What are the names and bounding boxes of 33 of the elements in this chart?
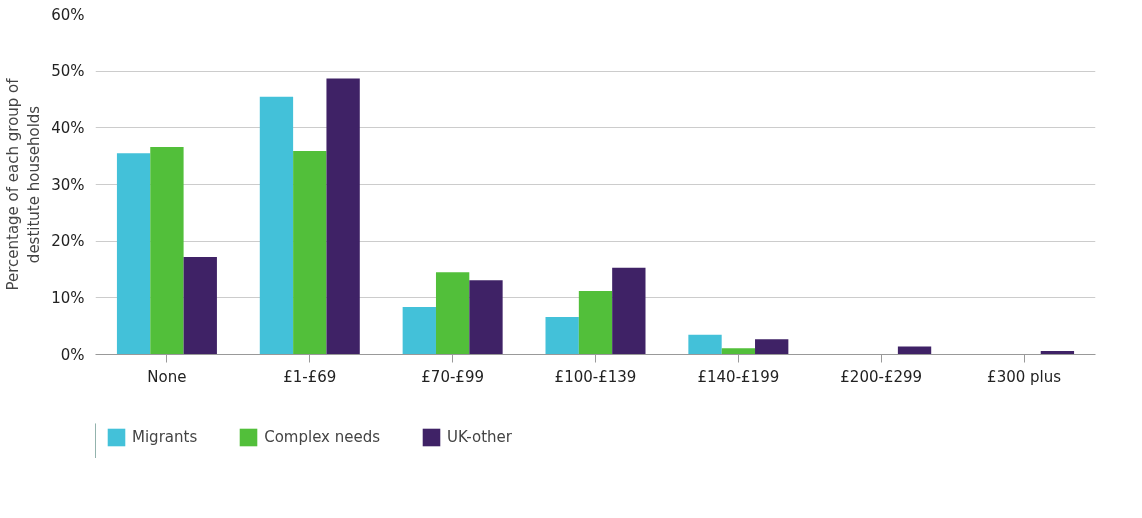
bar [755, 339, 789, 355]
bar [150, 147, 184, 355]
bar [612, 267, 646, 355]
x-tick-label: £200-£299 [840, 367, 923, 386]
y-axis-title: Percentage of each group of destitute households [3, 77, 44, 291]
y-tick-label: 30% [51, 175, 85, 194]
y-tick-label: 40% [51, 118, 85, 137]
bar [688, 334, 722, 355]
bar [721, 348, 756, 355]
y-tick-label: 20% [51, 232, 85, 251]
legend-label: Migrants [132, 428, 198, 446]
legend-label: UK-other [447, 428, 512, 446]
y-tick-label: 10% [51, 288, 85, 307]
x-tick-label: £140-£199 [697, 367, 780, 386]
x-tick-label: None [147, 367, 187, 386]
bar [183, 257, 217, 355]
bar [435, 272, 470, 355]
bar [578, 291, 613, 355]
legend-label: Complex needs [264, 428, 381, 446]
x-tick-label: £300 plus [987, 367, 1062, 386]
x-tick-label: £1-£69 [283, 367, 337, 386]
x-tick-label: £100-£139 [554, 367, 637, 386]
x-tick-label: £70-£99 [421, 367, 484, 386]
y-tick-label: 0% [60, 345, 85, 364]
bar [469, 280, 503, 355]
y-tick-label: 50% [51, 62, 85, 81]
bar [402, 306, 436, 355]
bar [293, 151, 327, 355]
bar [545, 317, 579, 355]
bar [326, 78, 360, 355]
y-tick-label: 60% [51, 5, 85, 24]
bar [116, 153, 151, 355]
bar [259, 96, 294, 355]
